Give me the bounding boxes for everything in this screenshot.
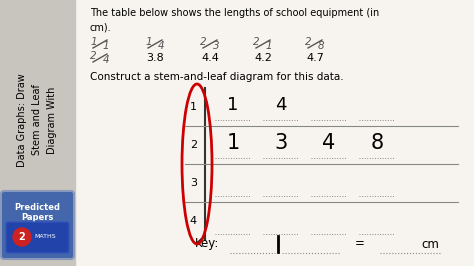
Text: 3.8: 3.8	[146, 53, 164, 63]
Text: 1: 1	[146, 37, 152, 47]
Text: 1: 1	[227, 133, 240, 153]
Text: 4: 4	[103, 55, 109, 65]
Text: 4: 4	[190, 216, 197, 226]
Text: MATHS: MATHS	[34, 235, 56, 239]
Text: 8: 8	[318, 41, 325, 51]
Text: 3: 3	[274, 133, 288, 153]
Text: =: =	[355, 238, 365, 251]
Text: Predicted: Predicted	[14, 203, 60, 213]
Text: 4.2: 4.2	[254, 53, 272, 63]
Text: 1: 1	[103, 41, 109, 51]
Text: Key:: Key:	[195, 238, 219, 251]
Text: 2: 2	[91, 51, 97, 61]
Text: 2: 2	[305, 37, 312, 47]
Text: Data Graphs: Draw
Stem and Leaf
Diagram With: Data Graphs: Draw Stem and Leaf Diagram …	[17, 73, 57, 167]
Text: 4: 4	[158, 41, 164, 51]
Text: 4: 4	[275, 96, 287, 114]
Text: 1: 1	[91, 37, 97, 47]
Text: 3: 3	[213, 41, 219, 51]
Text: Papers: Papers	[21, 213, 53, 222]
Text: 4.7: 4.7	[306, 53, 324, 63]
Text: Construct a stem-and-leaf diagram for this data.: Construct a stem-and-leaf diagram for th…	[90, 72, 344, 82]
Text: cm: cm	[421, 238, 439, 251]
Text: 1: 1	[190, 102, 197, 112]
Text: 2: 2	[190, 140, 197, 150]
Bar	[0, 0, 75, 266]
Text: 3: 3	[190, 178, 197, 188]
FancyBboxPatch shape	[6, 222, 69, 253]
Text: 1: 1	[266, 41, 273, 51]
Circle shape	[13, 228, 31, 246]
FancyBboxPatch shape	[1, 191, 74, 259]
Text: 4.4: 4.4	[201, 53, 219, 63]
Text: 8: 8	[371, 133, 383, 153]
Text: 2: 2	[254, 37, 260, 47]
Bar	[75, 0, 474, 266]
Text: The table below shows the lengths of school equipment (in
cm).: The table below shows the lengths of sch…	[90, 8, 379, 32]
Text: 2: 2	[201, 37, 207, 47]
Text: 2: 2	[18, 232, 26, 242]
Text: 1: 1	[228, 96, 239, 114]
Text: 4: 4	[322, 133, 336, 153]
